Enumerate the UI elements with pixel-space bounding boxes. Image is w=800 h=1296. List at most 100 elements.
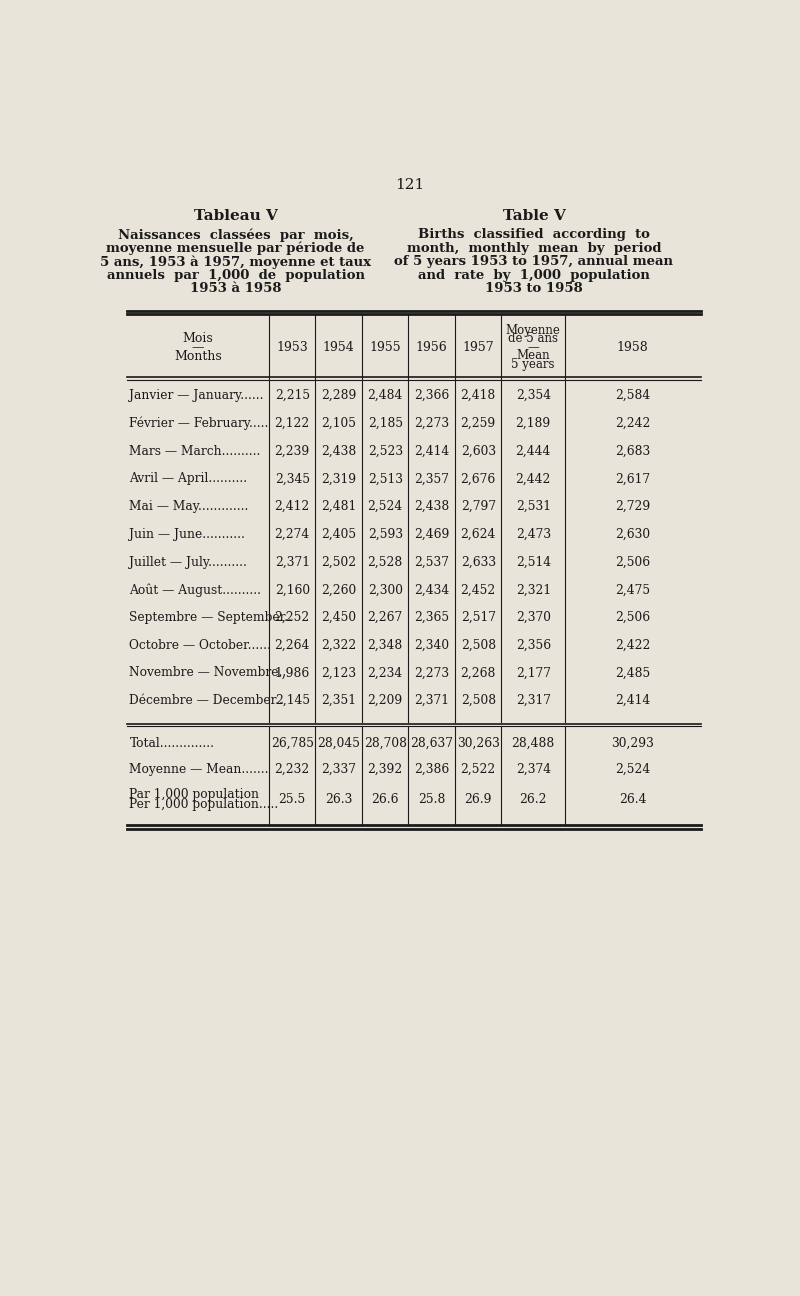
Text: 2,365: 2,365 xyxy=(414,610,450,623)
Text: 2,523: 2,523 xyxy=(368,445,402,457)
Text: Births  classified  according  to: Births classified according to xyxy=(418,228,650,241)
Text: 2,289: 2,289 xyxy=(321,389,356,402)
Text: annuels  par  1,000  de  population: annuels par 1,000 de population xyxy=(106,268,365,281)
Text: 1954: 1954 xyxy=(323,341,354,354)
Text: 2,473: 2,473 xyxy=(516,527,550,540)
Text: 2,537: 2,537 xyxy=(414,556,450,569)
Text: 2,418: 2,418 xyxy=(461,389,496,402)
Text: 2,145: 2,145 xyxy=(274,695,310,708)
Text: 2,797: 2,797 xyxy=(461,500,496,513)
Text: Table V: Table V xyxy=(502,209,566,223)
Text: month,  monthly  mean  by  period: month, monthly mean by period xyxy=(406,242,662,255)
Text: 2,438: 2,438 xyxy=(414,500,450,513)
Text: 2,268: 2,268 xyxy=(461,666,496,679)
Text: 2,593: 2,593 xyxy=(368,527,402,540)
Text: 5 ans, 1953 à 1957, moyenne et taux: 5 ans, 1953 à 1957, moyenne et taux xyxy=(100,255,371,268)
Text: 2,522: 2,522 xyxy=(461,763,496,776)
Text: Octobre — October......: Octobre — October...... xyxy=(130,639,271,652)
Text: 2,300: 2,300 xyxy=(368,583,402,596)
Text: 2,434: 2,434 xyxy=(414,583,450,596)
Text: 2,371: 2,371 xyxy=(414,695,450,708)
Text: 2,319: 2,319 xyxy=(321,473,356,486)
Text: 2,354: 2,354 xyxy=(516,389,550,402)
Text: 2,317: 2,317 xyxy=(516,695,550,708)
Text: 2,371: 2,371 xyxy=(274,556,310,569)
Text: 2,340: 2,340 xyxy=(414,639,450,652)
Text: and  rate  by  1,000  population: and rate by 1,000 population xyxy=(418,268,650,281)
Text: 2,177: 2,177 xyxy=(516,666,550,679)
Text: 2,160: 2,160 xyxy=(274,583,310,596)
Text: 2,450: 2,450 xyxy=(321,610,356,623)
Text: 2,239: 2,239 xyxy=(274,445,310,457)
Text: 2,524: 2,524 xyxy=(615,763,650,776)
Text: 2,630: 2,630 xyxy=(615,527,650,540)
Text: 2,508: 2,508 xyxy=(461,639,496,652)
Text: 25.5: 25.5 xyxy=(278,793,306,806)
Text: Juillet — July..........: Juillet — July.......... xyxy=(130,556,247,569)
Text: 2,502: 2,502 xyxy=(321,556,356,569)
Text: 2,517: 2,517 xyxy=(461,610,496,623)
Text: 2,386: 2,386 xyxy=(414,763,450,776)
Text: 26.6: 26.6 xyxy=(371,793,399,806)
Text: 26,785: 26,785 xyxy=(270,736,314,749)
Text: 1955: 1955 xyxy=(370,341,401,354)
Text: 2,422: 2,422 xyxy=(615,639,650,652)
Text: Mean: Mean xyxy=(517,349,550,362)
Text: 2,513: 2,513 xyxy=(368,473,402,486)
Text: 2,274: 2,274 xyxy=(274,527,310,540)
Text: 2,484: 2,484 xyxy=(367,389,403,402)
Text: 2,442: 2,442 xyxy=(515,473,551,486)
Text: Mars — March..........: Mars — March.......... xyxy=(130,445,261,457)
Text: 2,215: 2,215 xyxy=(274,389,310,402)
Text: Février — February.....: Février — February..... xyxy=(130,417,269,430)
Text: 2,259: 2,259 xyxy=(461,417,496,430)
Text: 30,293: 30,293 xyxy=(611,736,654,749)
Text: 2,514: 2,514 xyxy=(516,556,550,569)
Text: 2,370: 2,370 xyxy=(516,610,550,623)
Text: 2,234: 2,234 xyxy=(367,666,403,679)
Text: 2,321: 2,321 xyxy=(516,583,550,596)
Text: Naissances  classées  par  mois,: Naissances classées par mois, xyxy=(118,228,354,241)
Text: Décembre — December..: Décembre — December.. xyxy=(130,695,283,708)
Text: Avril — April..........: Avril — April.......... xyxy=(130,473,247,486)
Text: 2,584: 2,584 xyxy=(615,389,650,402)
Text: 2,273: 2,273 xyxy=(414,417,450,430)
Text: 2,452: 2,452 xyxy=(461,583,496,596)
Text: —: — xyxy=(192,341,204,354)
Text: 2,357: 2,357 xyxy=(414,473,450,486)
Text: 26.3: 26.3 xyxy=(325,793,352,806)
Text: Moyenne — Mean.......: Moyenne — Mean....... xyxy=(130,763,269,776)
Text: Months: Months xyxy=(174,350,222,363)
Text: Août — August..........: Août — August.......... xyxy=(130,583,262,596)
Text: Mois: Mois xyxy=(182,332,214,345)
Text: —: — xyxy=(527,341,539,354)
Text: 5 years: 5 years xyxy=(511,358,555,371)
Text: 2,414: 2,414 xyxy=(615,695,650,708)
Text: 1956: 1956 xyxy=(416,341,447,354)
Text: 1958: 1958 xyxy=(617,341,649,354)
Text: 2,524: 2,524 xyxy=(367,500,403,513)
Text: 2,252: 2,252 xyxy=(274,610,310,623)
Text: 2,374: 2,374 xyxy=(516,763,550,776)
Text: 2,469: 2,469 xyxy=(414,527,450,540)
Text: 2,603: 2,603 xyxy=(461,445,496,457)
Text: Juin — June...........: Juin — June........... xyxy=(130,527,246,540)
Text: 26.2: 26.2 xyxy=(519,793,547,806)
Text: 2,683: 2,683 xyxy=(615,445,650,457)
Text: 2,405: 2,405 xyxy=(321,527,356,540)
Text: Moyenne: Moyenne xyxy=(506,324,561,337)
Text: 28,708: 28,708 xyxy=(364,736,406,749)
Text: 2,351: 2,351 xyxy=(322,695,356,708)
Text: 2,624: 2,624 xyxy=(461,527,496,540)
Text: 2,392: 2,392 xyxy=(367,763,403,776)
Text: 121: 121 xyxy=(395,178,425,192)
Text: 2,481: 2,481 xyxy=(321,500,356,513)
Text: 1953 to 1958: 1953 to 1958 xyxy=(485,283,583,295)
Text: 2,356: 2,356 xyxy=(516,639,550,652)
Text: 2,508: 2,508 xyxy=(461,695,496,708)
Text: 2,105: 2,105 xyxy=(322,417,356,430)
Text: 2,414: 2,414 xyxy=(414,445,450,457)
Text: 2,123: 2,123 xyxy=(321,666,356,679)
Text: 2,345: 2,345 xyxy=(274,473,310,486)
Text: de 5 ans: de 5 ans xyxy=(508,332,558,345)
